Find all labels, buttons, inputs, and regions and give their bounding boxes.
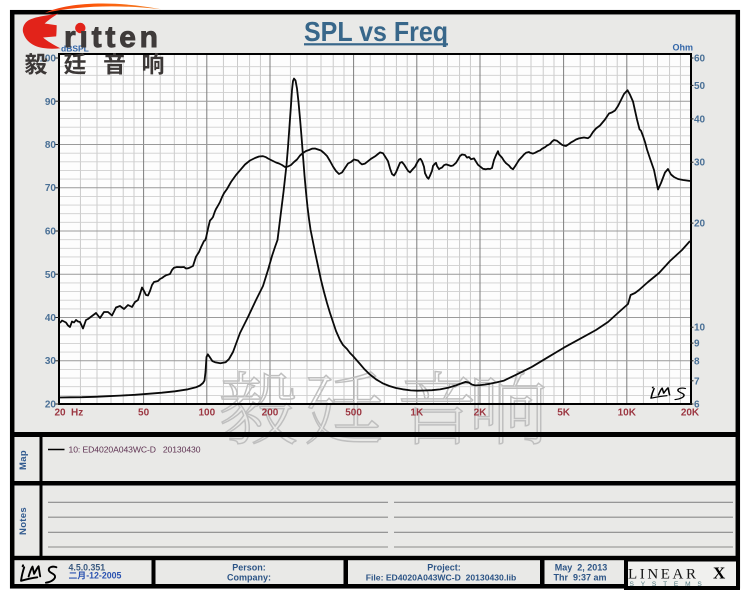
svg-text:1K: 1K [410,408,424,419]
svg-text:dBSPL: dBSPL [61,44,89,54]
svg-text:30: 30 [45,356,57,367]
svg-text:rıtten: rıtten [64,21,162,54]
svg-text:2K: 2K [474,408,488,419]
svg-text:File: ED4020A043WC-D 20130430: File: ED4020A043WC-D 20130430.lib [366,573,516,583]
svg-text:40: 40 [694,114,706,125]
svg-text:500: 500 [345,408,362,419]
svg-text:20: 20 [694,219,706,230]
svg-text:50: 50 [694,81,706,92]
svg-text:20K: 20K [681,408,700,419]
svg-text:50: 50 [138,408,150,419]
svg-text:20: 20 [54,408,66,419]
svg-text:SPL vs Freq: SPL vs Freq [304,16,448,47]
svg-text:9: 9 [694,339,700,350]
svg-text:50: 50 [45,270,57,281]
svg-text:10: 10 [694,323,706,334]
svg-text:Map: Map [18,450,29,470]
svg-text:7: 7 [694,376,700,387]
svg-text:200: 200 [262,408,279,419]
svg-text:10: ED4020A043WC-D 20130430: 10: ED4020A043WC-D 20130430 [69,445,201,455]
svg-text:80: 80 [45,140,57,151]
svg-text:Project:: Project: [427,563,461,573]
svg-text:SYSTEMS: SYSTEMS [630,581,709,588]
svg-text:40: 40 [45,313,57,324]
svg-text:100: 100 [198,408,215,419]
svg-text:Company:: Company: [227,573,271,583]
svg-text:60: 60 [694,54,706,65]
svg-text:100: 100 [39,54,56,65]
svg-text:Thr 9:37 am: Thr 9:37 am [553,573,606,583]
svg-text:70: 70 [45,183,57,194]
svg-text:4.5.0.351: 4.5.0.351 [69,563,106,573]
svg-text:6: 6 [694,400,700,411]
svg-text:Notes: Notes [18,507,29,535]
svg-text:May 2, 2013: May 2, 2013 [555,563,608,573]
svg-text:5K: 5K [557,408,571,419]
svg-text:Hz: Hz [71,408,83,419]
svg-text:20: 20 [45,400,57,411]
svg-text:-12-2005: -12-2005 [86,571,121,581]
svg-text:Ohm: Ohm [672,43,693,53]
svg-text:90: 90 [45,97,57,108]
svg-text:30: 30 [694,158,706,169]
svg-text:10K: 10K [618,408,637,419]
svg-text:LINEAR: LINEAR [628,567,699,583]
svg-text:Person:: Person: [232,563,266,573]
svg-text:8: 8 [694,356,700,367]
svg-text:X: X [713,564,726,583]
svg-text:60: 60 [45,227,57,238]
